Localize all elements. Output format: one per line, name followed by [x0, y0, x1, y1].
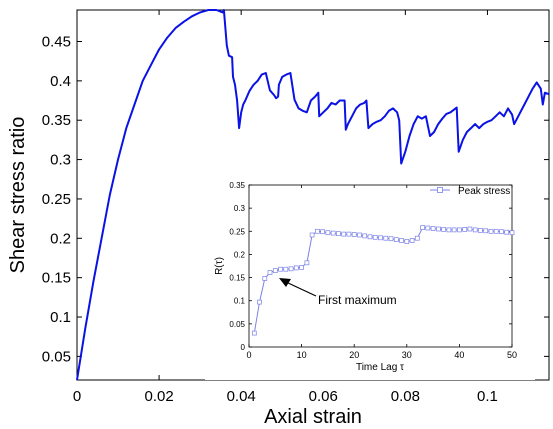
inset-data-point [288, 266, 294, 272]
inset-y-axis-label: R(τ) [214, 257, 225, 275]
legend-label: Peak stress [458, 186, 510, 197]
main-x-tick-label: 0.1 [477, 388, 498, 405]
main-x-tick-label: 0.02 [144, 388, 173, 405]
inset-data-point [446, 227, 452, 233]
inset-data-point [451, 227, 457, 233]
inset-data-point [357, 232, 362, 238]
inset-data-point [299, 265, 304, 270]
inset-data-point [330, 230, 336, 236]
inset-data-point [262, 276, 268, 281]
inset-plot-area [248, 184, 513, 348]
inset-x-tick-label: 30 [402, 350, 412, 360]
inset-data-point [293, 265, 299, 271]
inset-data-point [509, 230, 515, 236]
inset-data-point [493, 228, 499, 234]
inset-data-point [441, 227, 446, 232]
inset-data-point [467, 226, 473, 232]
inset-legend: Peak stress [430, 186, 510, 197]
inset-data-point [457, 227, 462, 233]
inset-data-point [283, 266, 289, 272]
inset-y-tick-label: 0.05 [229, 320, 245, 329]
inset-data-point [504, 229, 510, 235]
main-x-tick-label: 0.06 [309, 388, 338, 405]
inset-data-point [430, 226, 436, 231]
main-y-tick-label: 0.4 [50, 73, 71, 90]
inset-data-point [425, 225, 431, 231]
inset-data-point [315, 228, 320, 234]
main-y-tick-label: 0.3 [50, 152, 71, 169]
main-y-tick-label: 0.2 [50, 230, 71, 247]
inset-data-point [399, 238, 404, 243]
main-x-tick-label: 0.04 [227, 388, 256, 405]
inset-data-point [336, 231, 341, 236]
main-x-ticks: 0 0.02 0.04 0.06 0.08 0.1 [73, 10, 498, 405]
main-y-tick-label: 0.35 [42, 112, 71, 129]
main-x-axis-label: Axial strain [264, 406, 362, 428]
inset-data-point [378, 235, 383, 241]
inset-x-tick-label: 0 [246, 350, 251, 360]
inset-data-point [472, 227, 478, 233]
inset-data-point [409, 238, 415, 243]
inset-data-point [272, 268, 278, 273]
inset-data-point [346, 231, 352, 237]
inset-data-point [309, 232, 315, 238]
inset-y-tick-label: 0.2 [234, 250, 246, 259]
main-y-tick-label: 0.45 [42, 33, 71, 50]
annotation-arrowhead [279, 278, 291, 287]
inset-data-point [251, 330, 257, 336]
inset-data-point [257, 299, 262, 305]
inset-x-tick-label: 10 [297, 350, 307, 360]
inset-data-point [388, 236, 394, 242]
inset-data-point [351, 232, 357, 237]
inset-x-tick-label: 20 [349, 350, 359, 360]
inset-data-point [488, 228, 494, 234]
main-y-tick-label: 0.25 [42, 191, 71, 208]
inset-data-point [367, 234, 373, 240]
inset-x-axis-label: Time Lag τ [356, 362, 404, 373]
main-y-tick-label: 0.1 [50, 309, 71, 326]
inset-data-point [362, 233, 368, 239]
inset-data-point [393, 237, 399, 242]
inset-data-point [372, 234, 378, 240]
main-y-axis-label: Shear stress ratio [7, 117, 29, 274]
main-series-line [76, 9, 550, 381]
inset-data-point [462, 227, 468, 232]
inset-y-tick-label: 0 [241, 343, 246, 352]
inset-data-point [420, 225, 425, 230]
inset-data-point [483, 228, 489, 234]
inset-data-point [278, 266, 283, 272]
inset-series-markers [251, 225, 515, 336]
inset-y-tick-label: 0.15 [229, 274, 245, 283]
inset-data-point [383, 235, 389, 241]
inset-data-point [267, 270, 273, 275]
inset-data-point [341, 231, 347, 237]
annotation-text: First maximum [318, 293, 397, 307]
main-y-ticks: 0.05 0.1 0.15 0.2 0.25 0.3 0.35 0.4 0.45 [42, 33, 549, 365]
inset-x-tick-label: 50 [507, 350, 517, 360]
legend-marker [437, 187, 443, 193]
inset-x-tick-label: 40 [454, 350, 464, 360]
inset-data-point [404, 239, 410, 244]
annotation-arrow-shaft [285, 281, 317, 297]
inset-y-ticks: 0 0.05 0.1 0.15 0.2 0.25 0.3 0.35 [229, 181, 512, 352]
inset-data-point [304, 260, 310, 266]
annotation: First maximum [279, 278, 397, 307]
inset-chart: 0 10 20 30 40 50 0 0.05 0.1 0.15 0.2 0.25 0.3 0.35 T… [205, 175, 535, 380]
inset-y-tick-label: 0.35 [229, 181, 245, 190]
inset-y-tick-label: 0.3 [234, 204, 246, 213]
inset-data-point [499, 229, 504, 235]
main-y-tick-label: 0.15 [42, 270, 71, 287]
inset-y-tick-label: 0.25 [229, 227, 245, 236]
inset-x-ticks: 0 10 20 30 40 50 [246, 185, 517, 360]
inset-data-point [414, 235, 420, 241]
inset-data-point [436, 226, 441, 232]
main-x-tick-label: 0.08 [391, 388, 420, 405]
inset-data-point [478, 228, 483, 233]
main-y-tick-label: 0.05 [42, 348, 71, 365]
inset-y-tick-label: 0.1 [234, 297, 246, 306]
inset-data-point [325, 230, 331, 236]
inset-data-point [320, 229, 325, 235]
main-x-tick-label: 0 [73, 388, 81, 405]
